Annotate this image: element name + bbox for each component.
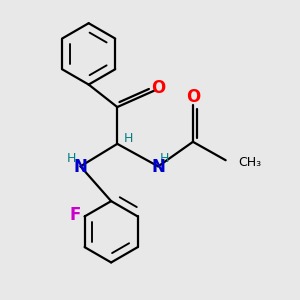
- Text: N: N: [74, 158, 87, 176]
- Text: O: O: [151, 79, 165, 97]
- Text: H: H: [160, 152, 169, 165]
- Text: O: O: [186, 88, 200, 106]
- Text: F: F: [70, 206, 81, 224]
- Text: H: H: [124, 133, 134, 146]
- Text: CH₃: CH₃: [238, 156, 261, 169]
- Text: N: N: [151, 158, 165, 176]
- Text: H: H: [67, 152, 76, 165]
